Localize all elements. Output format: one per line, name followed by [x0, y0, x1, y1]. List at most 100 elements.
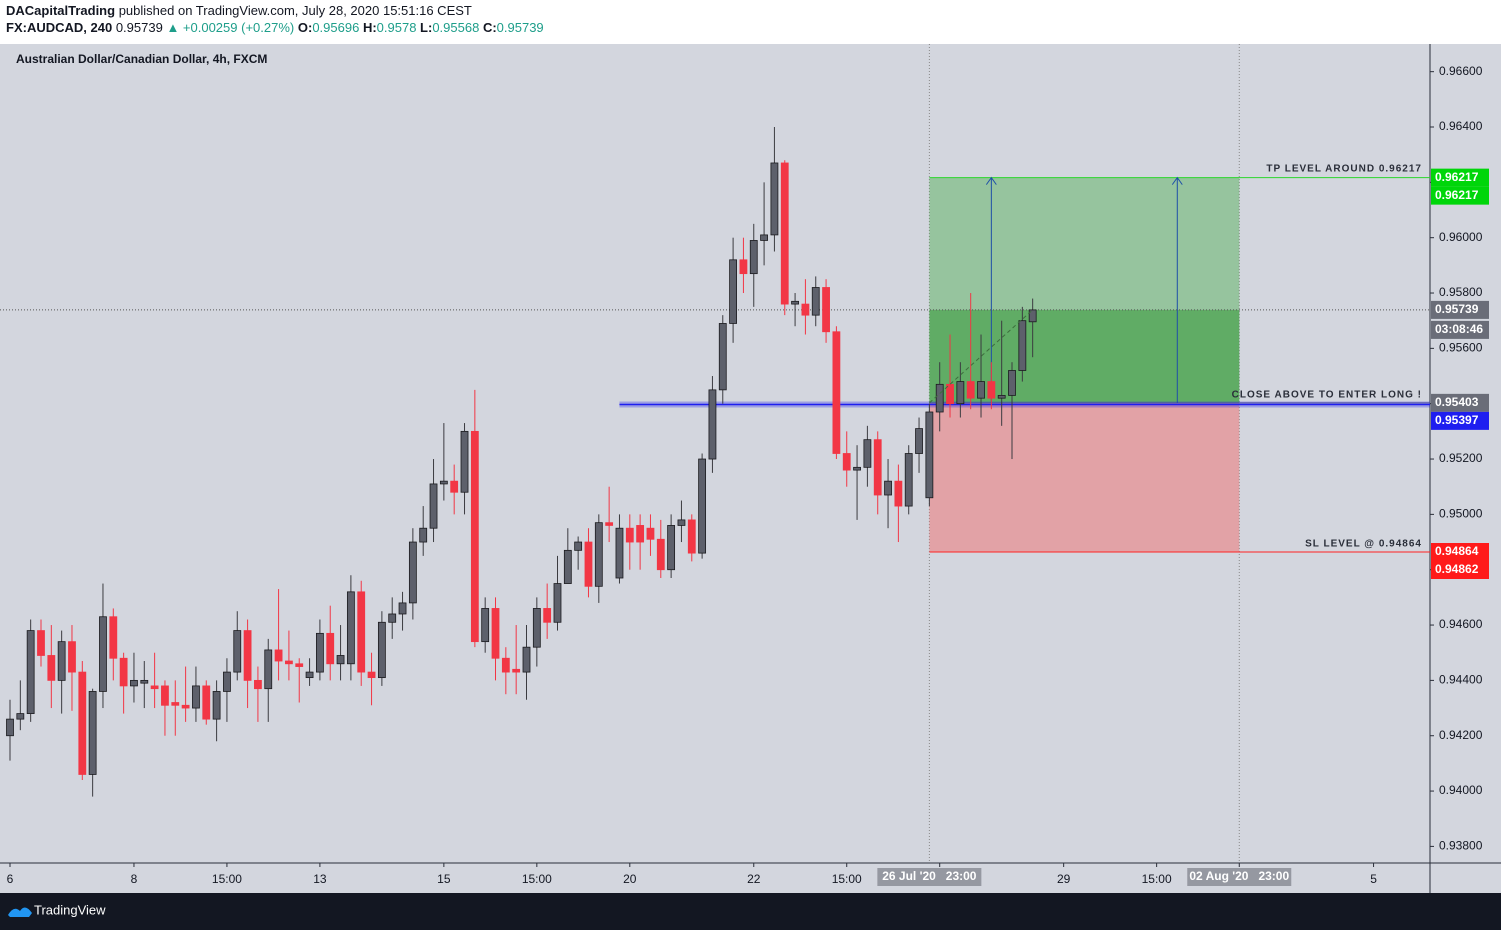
candle-body [161, 685, 169, 706]
price-tag: 0.94864 [1435, 544, 1479, 558]
candle-body [16, 713, 25, 720]
candle-body [884, 480, 892, 496]
candle-body [99, 616, 107, 692]
candle-body [594, 522, 603, 587]
y-tick-label: 0.94200 [1439, 728, 1483, 742]
candle-body [584, 541, 593, 587]
y-tick-label: 0.96000 [1439, 230, 1483, 244]
chart-title: Australian Dollar/Canadian Dollar, 4h, F… [16, 52, 267, 66]
candle-body [398, 602, 407, 615]
entry-label: CLOSE ABOVE TO ENTER LONG ! [1232, 390, 1422, 401]
o-value: 0.95696 [312, 20, 359, 35]
candle-body [254, 679, 262, 690]
l-value: 0.95568 [432, 20, 479, 35]
candle-body [863, 439, 872, 468]
candle-body [1028, 309, 1037, 323]
y-tick-label: 0.95800 [1439, 285, 1483, 299]
candle-body [491, 608, 500, 659]
candle-body [171, 702, 180, 706]
candle-body [192, 685, 200, 709]
candle-body [543, 608, 552, 623]
symbol: FX:AUDCAD, 240 [6, 20, 112, 35]
candle-body [47, 655, 56, 681]
x-tick-label: 15:00 [212, 872, 242, 886]
x-tick-label: 15:00 [522, 872, 552, 886]
candle-body [625, 527, 634, 543]
candle-body [305, 671, 314, 679]
candle-body [367, 671, 376, 679]
candle-body [832, 331, 841, 454]
candle-body [853, 466, 861, 471]
candle-body [935, 383, 944, 413]
candle-body [966, 381, 975, 399]
candle-body [729, 259, 737, 324]
author: DACapitalTrading [6, 3, 115, 18]
price-tag-bg [1431, 411, 1489, 430]
candle-body [646, 527, 655, 540]
x-tick-label: 29 [1057, 872, 1071, 886]
footer [0, 893, 1501, 930]
candle-body [419, 527, 428, 543]
candle-body [780, 162, 789, 305]
candle-body [243, 630, 252, 681]
candle-body [212, 691, 221, 720]
price-tag-bg [1431, 561, 1489, 580]
candle-body [894, 480, 903, 507]
candle-body [1008, 370, 1016, 396]
candle-body [977, 381, 985, 399]
candle-body [532, 608, 541, 648]
h-label: H: [363, 20, 377, 35]
candle-body [295, 663, 304, 667]
candle-body [997, 394, 1006, 399]
candle-body [522, 646, 531, 673]
stop-label: SL LEVEL @ 0.94864 [1305, 539, 1422, 550]
candle-body [481, 608, 490, 643]
c-label: C: [483, 20, 497, 35]
candle-body [346, 591, 355, 665]
candle-body [615, 527, 624, 579]
l-label: L: [420, 20, 432, 35]
candle-body [357, 591, 366, 673]
candle-body [37, 630, 45, 656]
profit-zone [929, 309, 1240, 403]
candle-body [119, 657, 128, 687]
candle-body [801, 303, 810, 316]
x-tick-label: 15 [437, 872, 451, 886]
symbol-line: FX:AUDCAD, 240 0.95739 ▲ +0.00259 (+0.27… [6, 20, 544, 35]
candle-body [687, 519, 696, 554]
candle-body [315, 632, 324, 673]
candle-body [873, 439, 882, 496]
candle-body [656, 538, 665, 571]
candle-body [274, 649, 283, 662]
candle-body [233, 630, 242, 673]
candle-body [822, 287, 830, 333]
y-tick-label: 0.94600 [1439, 617, 1483, 631]
candle-body [150, 685, 159, 690]
x-tick-label: 6 [7, 872, 14, 886]
header-line: DACapitalTrading published on TradingVie… [6, 3, 472, 18]
y-tick-label: 0.96600 [1439, 64, 1483, 78]
countdown: 03:08:46 [1435, 322, 1483, 336]
candle-body [6, 718, 14, 737]
x-tick-label: 15:00 [1142, 872, 1172, 886]
time-tag-bg [1187, 868, 1292, 886]
last: 0.95739 [116, 20, 163, 35]
candle-body [429, 483, 438, 529]
price-tag-bg [1431, 186, 1489, 205]
candle-body [791, 300, 799, 305]
candle-body [450, 480, 459, 493]
price-tag: 0.94862 [1435, 562, 1479, 576]
candle-body [223, 671, 231, 692]
candle-body [88, 691, 97, 775]
candle-body [811, 287, 820, 316]
plot: 0.93800 0.94000 0.94200 0.94400 0.94600 0.948… [0, 44, 1489, 886]
x-tick-label: 20 [623, 872, 637, 886]
price-tag-bg [1431, 543, 1489, 562]
candle-body [956, 381, 965, 405]
candle-body [130, 679, 138, 687]
price-tag: 0.96217 [1435, 170, 1479, 184]
candle-body [636, 525, 645, 543]
price-tag: 0.95739 [1435, 302, 1479, 316]
price-tag-bg [1431, 393, 1489, 412]
c-value: 0.95739 [497, 20, 544, 35]
